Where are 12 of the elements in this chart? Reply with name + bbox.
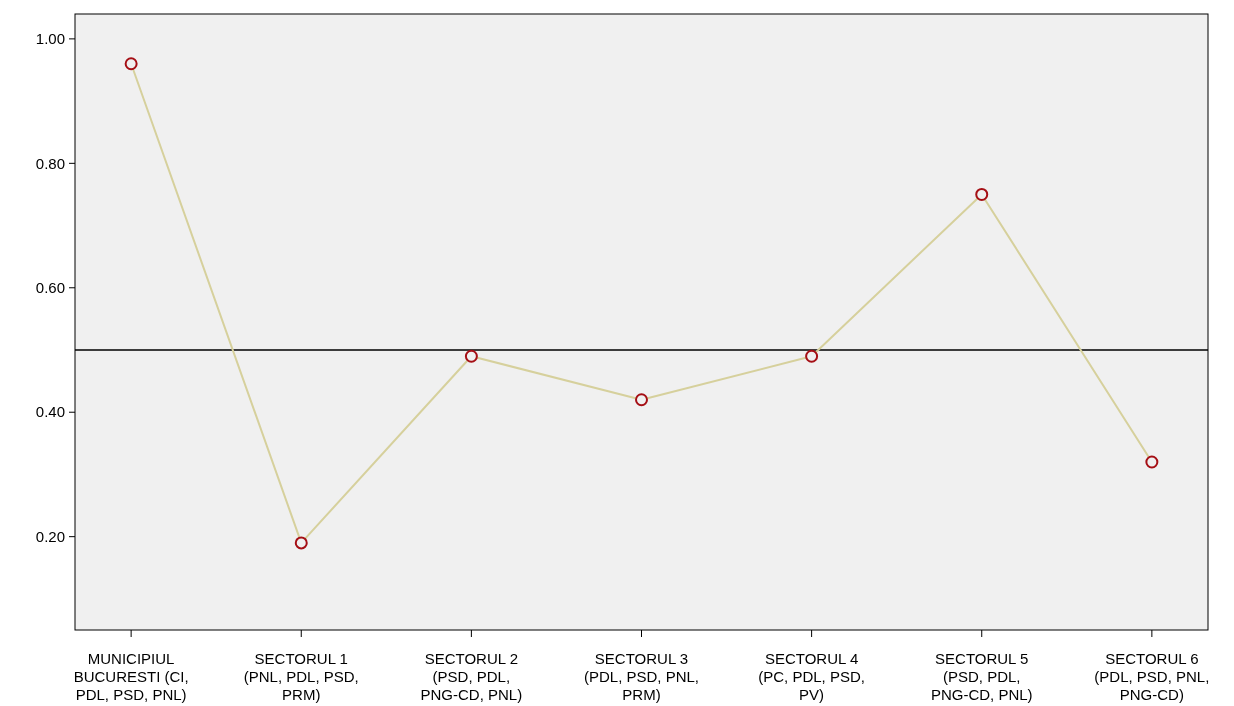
- y-tick-label: 0.80: [35, 154, 65, 172]
- x-tick-label: SECTORUL 6 (PDL, PSD, PNL, PNG-CD): [1094, 650, 1210, 703]
- y-tick-label: 0.40: [35, 403, 65, 421]
- y-tick-label: 0.60: [35, 279, 65, 297]
- y-tick-label: 0.20: [35, 527, 65, 545]
- x-tick-label: SECTORUL 3 (PDL, PSD, PNL, PRM): [583, 650, 700, 703]
- x-tick-label: SECTORUL 2 (PSD, PDL, PNG-CD, PNL): [420, 650, 523, 703]
- x-tick-label: SECTORUL 1 (PNL, PDL, PSD, PRM): [243, 650, 359, 703]
- y-tick-label: 1.00: [35, 30, 65, 48]
- x-tick-label: SECTORUL 5 (PSD, PDL, PNG-CD, PNL): [930, 650, 1033, 703]
- x-tick-label: MUNICIPIUL BUCURESTI (CI, PDL, PSD, PNL): [73, 650, 189, 703]
- x-tick-label: SECTORUL 4 (PC, PDL, PSD, PV): [758, 650, 865, 703]
